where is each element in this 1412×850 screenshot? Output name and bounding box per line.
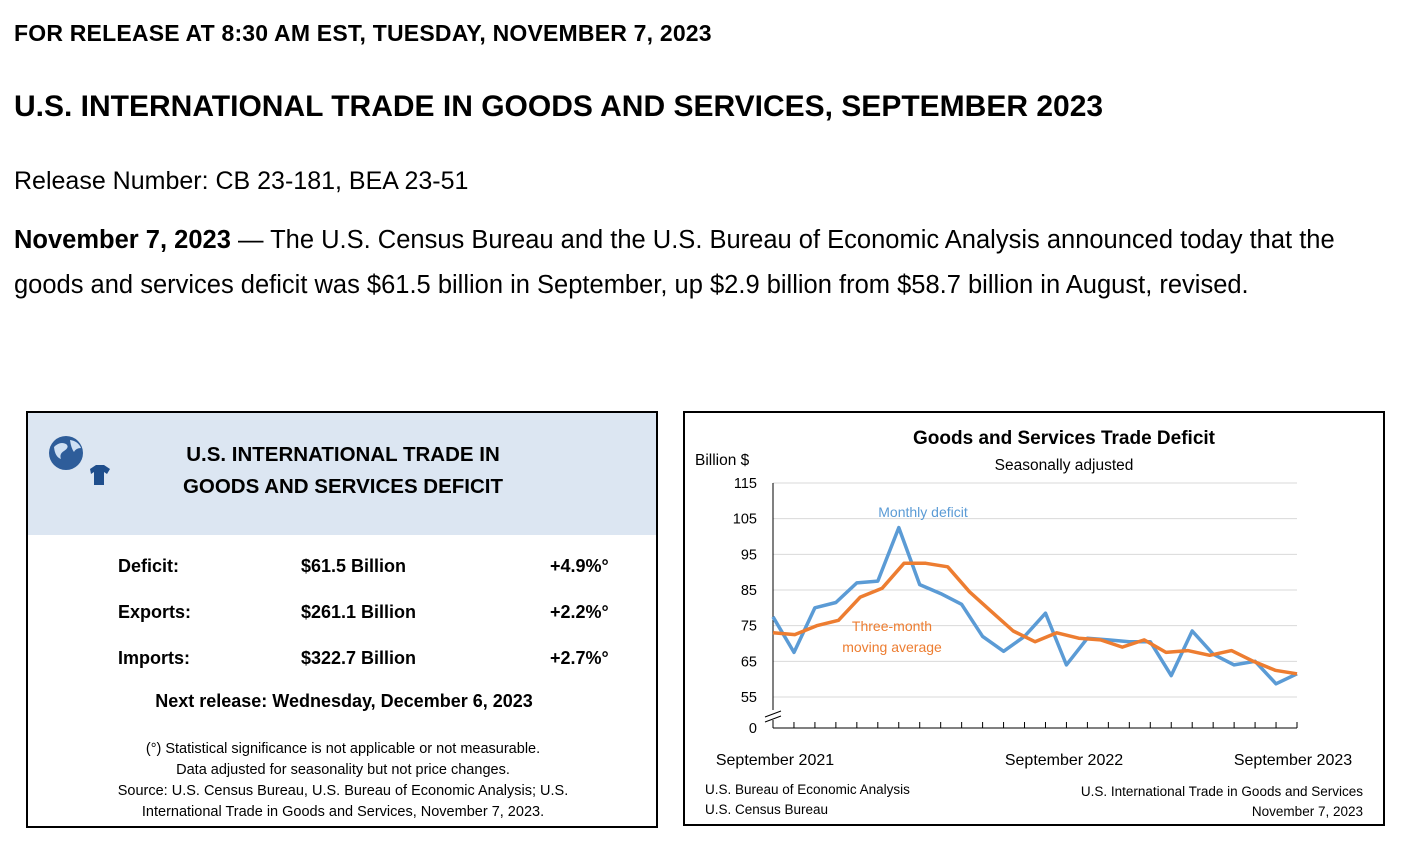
monthly-deficit-line	[771, 525, 1298, 686]
x-tick-label: September 2023	[1234, 752, 1352, 769]
deficit-value: $61.5 Billion	[301, 556, 407, 576]
globe-shirt-icon	[38, 423, 118, 493]
imports-label: Imports:	[118, 648, 190, 668]
deficit-label: Deficit:	[118, 556, 180, 576]
y-tick-label: 75	[741, 619, 757, 635]
x-tick-label: September 2021	[716, 752, 834, 769]
note-line: Source: U.S. Census Bureau, U.S. Bureau …	[117, 783, 569, 799]
series-label-moving-average-2: moving average	[842, 639, 942, 655]
chart-svg: Goods and Services Trade Deficit Seasonal…	[695, 428, 1363, 819]
summary-box-title: U.S. INTERNATIONAL TRADE IN GOODS AND SE…	[98, 439, 588, 503]
moving-average-line	[772, 561, 1298, 676]
summary-title-line-1: U.S. INTERNATIONAL TRADE IN	[186, 443, 500, 466]
series-label-monthly: Monthly deficit	[878, 504, 968, 520]
note-line: Data adjusted for seasonality but not pr…	[176, 762, 510, 778]
summary-box: U.S. INTERNATIONAL TRADE IN GOODS AND SE…	[26, 411, 658, 828]
source-left-1: U.S. Bureau of Economic Analysis	[705, 782, 910, 797]
y-tick-label: 95	[741, 547, 757, 563]
y-tick-label: 65	[741, 654, 757, 670]
imports-change: +2.7%°	[550, 648, 609, 668]
release-number: Release Number: CB 23-181, BEA 23-51	[14, 167, 469, 195]
note-line: (°) Statistical significance is not appl…	[145, 741, 541, 757]
x-tick-label: September 2022	[1005, 752, 1123, 769]
intro-paragraph: November 7, 2023 — The U.S. Census Burea…	[14, 218, 1399, 308]
chart-subtitle: Seasonally adjusted	[995, 457, 1134, 474]
y-tick-label: 55	[741, 690, 757, 706]
axis-break-mark	[764, 710, 782, 723]
intro-date: November 7, 2023	[14, 226, 231, 254]
note-line: International Trade in Goods and Service…	[141, 804, 545, 820]
summary-box-header: U.S. INTERNATIONAL TRADE IN GOODS AND SE…	[28, 413, 656, 535]
source-left-2: U.S. Census Bureau	[705, 802, 828, 817]
y-tick-label: 0	[749, 721, 757, 737]
next-release: Next release: Wednesday, December 6, 202…	[155, 691, 533, 711]
imports-value: $322.7 Billion	[301, 648, 417, 668]
trade-deficit-chart: Goods and Services Trade Deficit Seasonal…	[683, 411, 1385, 826]
page-title: U.S. INTERNATIONAL TRADE IN GOODS AND SE…	[14, 90, 1104, 123]
exports-change: +2.2%°	[550, 602, 609, 622]
y-tick-label: 85	[741, 583, 757, 599]
source-right-1: U.S. International Trade in Goods and Se…	[1081, 784, 1363, 799]
chart-title: Goods and Services Trade Deficit	[913, 428, 1216, 449]
y-axis-label: Billion $	[695, 452, 750, 469]
source-right-2: November 7, 2023	[1252, 804, 1363, 819]
series-label-moving-average-1: Three-month	[852, 618, 932, 634]
summary-title-line-2: GOODS AND SERVICES DEFICIT	[182, 475, 504, 498]
exports-value: $261.1 Billion	[301, 602, 417, 622]
summary-notes: (°) Statistical significance is not appl…	[68, 739, 618, 823]
y-tick-label: 105	[733, 512, 757, 528]
deficit-change: +4.9%°	[550, 556, 609, 576]
intro-text: — The U.S. Census Bureau and the U.S. Bu…	[14, 226, 1335, 299]
exports-label: Exports:	[118, 602, 192, 622]
y-tick-label: 115	[734, 476, 757, 492]
release-line: FOR RELEASE AT 8:30 AM EST, TUESDAY, NOV…	[14, 20, 712, 46]
